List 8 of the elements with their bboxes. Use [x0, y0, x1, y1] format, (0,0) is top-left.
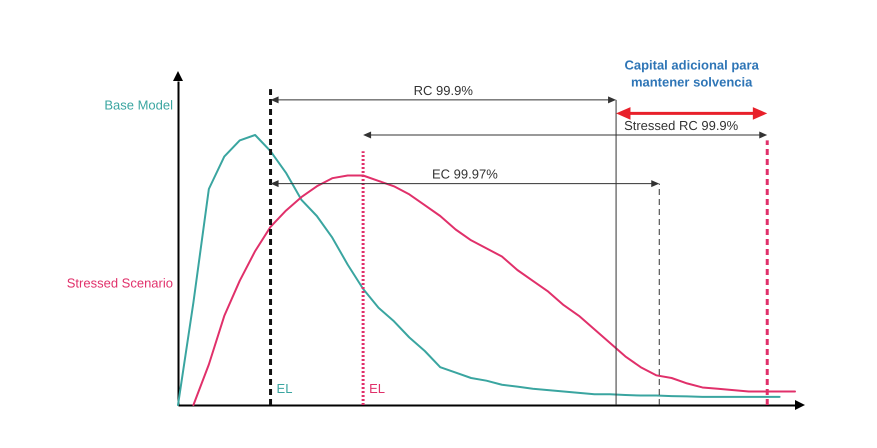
- text: Stressed Scenario: [66, 276, 173, 290]
- text: Capital adicional para mantener solvencia: [624, 57, 760, 90]
- text: Base Model: [104, 97, 174, 112]
- text: RC 99.9%: [414, 82, 474, 98]
- annotation: EL: [369, 380, 386, 396]
- annotation: EL: [276, 380, 292, 396]
- annotation: EC 99.97%: [432, 166, 498, 182]
- text: Stressed RC 99.9%: [624, 118, 739, 133]
